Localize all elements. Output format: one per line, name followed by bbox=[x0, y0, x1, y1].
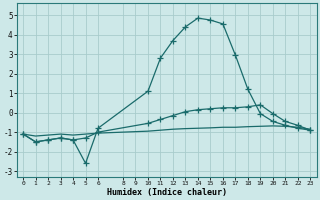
X-axis label: Humidex (Indice chaleur): Humidex (Indice chaleur) bbox=[107, 188, 227, 197]
